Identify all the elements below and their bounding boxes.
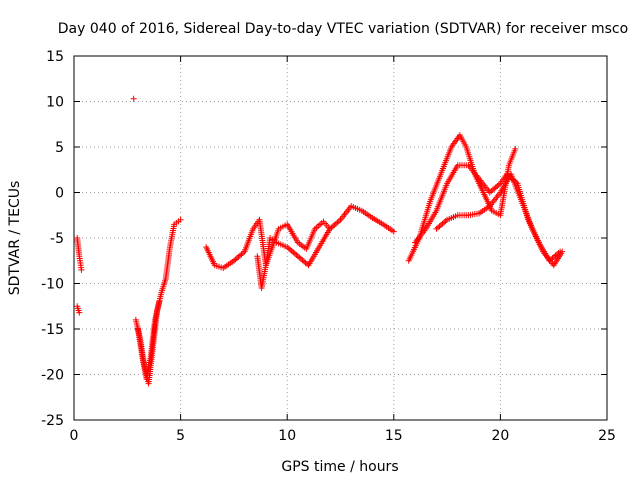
data-point	[177, 216, 184, 223]
x-tick-label: 5	[176, 428, 185, 444]
x-tick-label: 20	[491, 428, 509, 444]
data-point	[130, 95, 137, 102]
series-outlier	[130, 95, 137, 102]
y-tick-label: -10	[41, 277, 64, 293]
series-segment-2b	[254, 203, 397, 292]
x-axis-label: GPS time / hours	[281, 459, 398, 475]
data-point	[390, 228, 397, 235]
y-tick-label: -15	[41, 322, 64, 338]
plot-frame	[73, 55, 608, 421]
chart-title: Day 040 of 2016, Sidereal Day-to-day VTE…	[58, 21, 628, 37]
x-tick-label: 25	[598, 428, 616, 444]
y-tick-label: 10	[46, 95, 64, 111]
y-tick-label: 0	[55, 186, 64, 202]
y-tick-label: -5	[50, 231, 64, 247]
data-points	[74, 95, 566, 387]
series-start-lower	[74, 303, 83, 316]
data-point	[156, 298, 163, 305]
y-tick-label: 15	[46, 49, 64, 65]
x-tick-labels: 0 5 10 15 20 25	[70, 428, 616, 444]
x-tick-label: 0	[70, 428, 79, 444]
data-point	[78, 266, 85, 273]
data-point	[512, 145, 519, 152]
series-start-upper	[74, 235, 85, 273]
y-tick-labels: -25 -20 -15 -10 -5 0 5 10 15	[41, 49, 64, 429]
series-morning-b	[134, 298, 163, 383]
y-tick-label: 5	[55, 140, 64, 156]
data-point	[559, 248, 566, 255]
series-segment-3c	[433, 171, 566, 269]
y-tick-label: -20	[41, 368, 64, 384]
x-tick-label: 15	[385, 428, 403, 444]
y-axis-label: SDTVAR / TECUs	[7, 181, 23, 296]
data-point	[76, 309, 83, 316]
y-tick-label: -25	[41, 413, 64, 429]
x-tick-label: 10	[278, 428, 296, 444]
